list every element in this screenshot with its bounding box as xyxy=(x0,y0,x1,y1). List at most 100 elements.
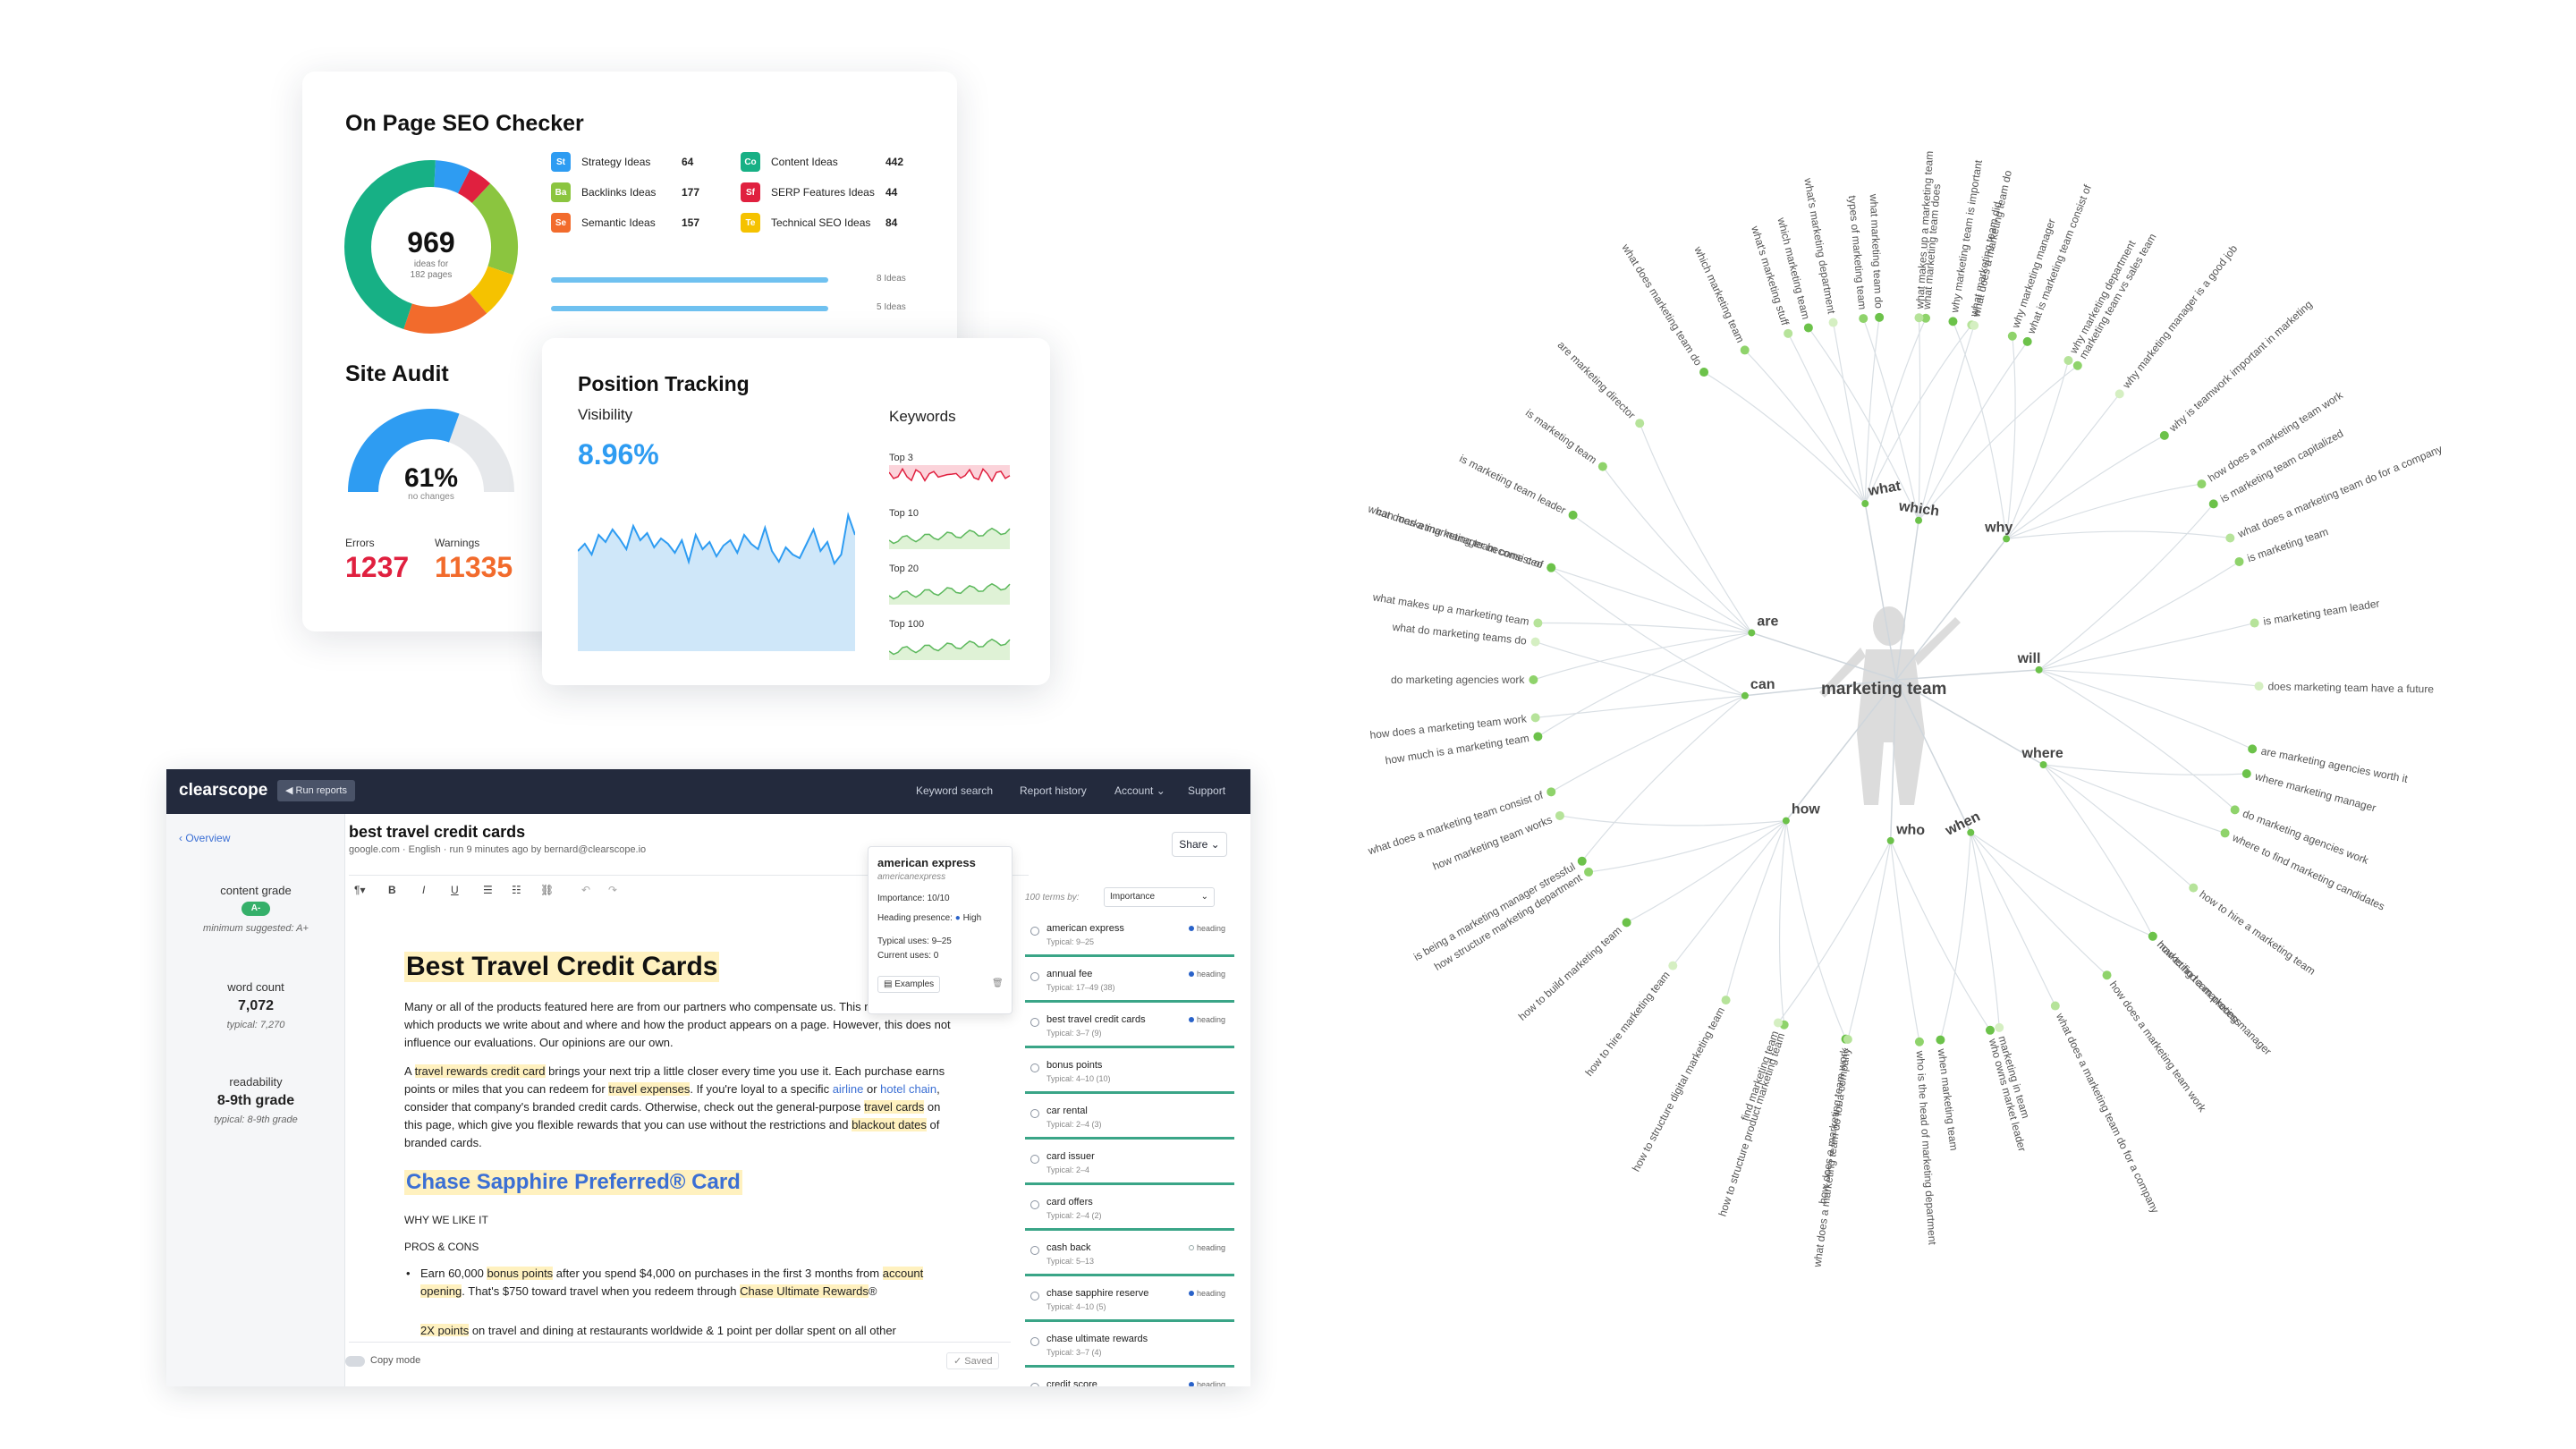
mind-map-leaf-edge xyxy=(1918,365,2079,521)
link-icon[interactable]: ⛓ xyxy=(540,884,555,896)
mind-map-leaf-label[interactable]: what does a marketing team do for a comp… xyxy=(2235,443,2445,541)
mind-map-leaf-label[interactable]: marketing team process xyxy=(2155,938,2244,1028)
share-button[interactable]: Share ⌄ xyxy=(1172,832,1227,857)
undo-icon[interactable]: ↶ xyxy=(581,884,591,896)
bullet-list-icon[interactable]: ☷ xyxy=(512,884,521,896)
term-row[interactable]: chase ultimate rewards Typical: 3–7 (4) xyxy=(1025,1326,1234,1368)
mind-map-leaf-label[interactable]: does marketing team have a future xyxy=(2267,680,2434,695)
nav-report-history[interactable]: Report history xyxy=(1020,784,1087,797)
mind-map-leaf-label[interactable]: marketing team vs sales team xyxy=(2077,232,2159,361)
mind-map-leaf-edge xyxy=(1725,820,1787,1001)
term-row[interactable]: american express Typical: 9–25 heading xyxy=(1025,916,1234,957)
idea-count: 157 xyxy=(682,216,700,229)
term-row[interactable]: credit score heading xyxy=(1025,1372,1234,1386)
redo-icon[interactable]: ↷ xyxy=(608,884,618,896)
why-we-like-it[interactable]: WHY WE LIKE IT xyxy=(404,1214,488,1226)
legend-strategy-ideas[interactable]: St Strategy Ideas 64 xyxy=(551,152,693,172)
pros-and-cons[interactable]: PROS & CONS xyxy=(404,1241,479,1253)
copy-mode-toggle[interactable] xyxy=(345,1356,365,1367)
document-list-item-2[interactable]: •2X points on travel and dining at resta… xyxy=(420,1322,957,1336)
dot-icon xyxy=(1188,1017,1194,1022)
term-row[interactable]: card offers Typical: 2–4 (2) xyxy=(1025,1190,1234,1231)
legend-serp-features-ideas[interactable]: Sf SERP Features Ideas 44 xyxy=(741,182,897,202)
paragraph-style-icon[interactable]: ¶▾ xyxy=(354,884,366,896)
bold-icon[interactable]: B xyxy=(388,884,396,896)
overview-link[interactable]: ‹ Overview xyxy=(179,832,230,844)
mind-map-leaf-label[interactable]: how structure marketing department xyxy=(1432,871,1585,973)
mind-map-leaf-label[interactable]: where marketing manager xyxy=(2253,770,2377,815)
legend-semantic-ideas[interactable]: Se Semantic Ideas 157 xyxy=(551,213,699,233)
mind-map-leaf-label[interactable]: what marketing team do xyxy=(1868,193,1885,309)
term-row[interactable]: chase sapphire reserve Typical: 4–10 (5) h… xyxy=(1025,1281,1234,1322)
term-name: american express xyxy=(1046,923,1124,934)
p2-text-a: A xyxy=(404,1064,415,1078)
mind-map-leaf-label[interactable]: what do marketing teams do xyxy=(1391,621,1528,648)
mind-map-leaf-label[interactable]: what does marketing team do xyxy=(1619,241,1705,368)
italic-icon[interactable]: I xyxy=(422,884,426,896)
mind-map-leaf-label[interactable]: how to build marketing team xyxy=(1516,924,1624,1023)
donut-total: 969 xyxy=(407,226,454,258)
mind-map-branch-label: can xyxy=(1750,677,1775,692)
document-heading-1[interactable]: Best Travel Credit Cards xyxy=(404,952,720,982)
mind-map-leaf-label[interactable]: do marketing agencies work xyxy=(1391,674,1525,686)
nav-support[interactable]: Support xyxy=(1188,784,1226,797)
mind-map-leaf-edge xyxy=(1970,832,2000,1028)
trash-icon[interactable]: 🗑 xyxy=(992,979,1004,988)
mind-map-leaf-label[interactable]: what does a marketing team consist of xyxy=(1366,789,1546,858)
legend-backlinks-ideas[interactable]: Ba Backlinks Ideas 177 xyxy=(551,182,699,202)
mind-map-leaf-label[interactable]: how to hire marketing team xyxy=(1583,969,1673,1079)
legend-content-ideas[interactable]: Co Content Ideas 442 xyxy=(741,152,903,172)
nav-keyword-search[interactable]: Keyword search xyxy=(916,784,994,797)
mind-map-leaf-label[interactable]: when marketing team xyxy=(1936,1047,1961,1152)
mind-map-leaf-edge xyxy=(1890,840,1920,1042)
mind-map-leaf-label[interactable]: is being a marketing manager stressful xyxy=(1411,860,1577,963)
document-paragraph-2[interactable]: A travel rewards credit card brings your… xyxy=(404,1063,959,1152)
mind-map-leaf-label[interactable]: who is the head of marketing department xyxy=(1914,1049,1939,1246)
mind-map-leaf-label[interactable]: do marketing agencies work xyxy=(2241,807,2370,867)
keyword-label-top-10: Top 10 xyxy=(889,508,919,519)
mind-map-leaf-label[interactable]: how to structure digital marketing team xyxy=(1630,1005,1727,1174)
ordered-list-icon[interactable]: ☰ xyxy=(483,884,493,896)
term-row[interactable]: annual fee Typical: 17–49 (38) heading xyxy=(1025,962,1234,1003)
document-list-item-1[interactable]: • Earn 60,000 bonus points after you spen… xyxy=(406,1265,957,1301)
mind-map-leaf-label[interactable]: which marketing team xyxy=(1691,243,1747,344)
mind-map-leaf-label[interactable]: types of marketing team xyxy=(1846,195,1869,310)
mind-map-leaf-label[interactable]: are marketing director xyxy=(1555,339,1638,421)
mind-map-leaf-label[interactable]: how to hire a marketing team xyxy=(2197,888,2318,978)
legend-technical-seo-ideas[interactable]: Te Technical SEO Ideas 84 xyxy=(741,213,897,233)
term-row[interactable]: best travel credit cards Typical: 3–7 (9)… xyxy=(1025,1007,1234,1048)
mind-map-leaf-edge xyxy=(1703,371,1866,504)
run-reports-button[interactable]: ◀ Run reports xyxy=(277,780,355,801)
mind-map-leaf-label[interactable]: is marketing team leader xyxy=(1457,452,1567,516)
mind-map-leaf-node xyxy=(1568,510,1578,520)
mind-map-leaf-node xyxy=(2230,805,2240,815)
popup-examples-button[interactable]: ▤ Examples xyxy=(877,976,941,993)
mind-map-leaf-label[interactable]: how does a marketing team work xyxy=(2107,979,2209,1114)
nav-account[interactable]: Account ⌄ xyxy=(1114,784,1165,797)
terms-sort-select[interactable]: Importance ⌄ xyxy=(1104,887,1215,907)
mind-map-leaf-label[interactable]: what does a marketing team do for a comp… xyxy=(1810,1047,1852,1268)
term-row[interactable]: card issuer Typical: 2–4 xyxy=(1025,1144,1234,1185)
mind-map-leaf-node xyxy=(1740,345,1750,355)
li2-term-2x-points: 2X points xyxy=(420,1324,470,1336)
underline-icon[interactable]: U xyxy=(451,884,459,896)
check-icon: ✓ xyxy=(953,1356,965,1367)
mind-map-leaf-label[interactable]: what does a marketing team do for a comp… xyxy=(2053,1011,2161,1216)
footer-divider xyxy=(349,1342,1011,1343)
mind-map-leaf-label[interactable]: is marketing team leader xyxy=(2262,597,2380,628)
mind-map-leaf-edge xyxy=(1785,820,1847,1039)
document-heading-2[interactable]: Chase Sapphire Preferred® Card xyxy=(404,1170,742,1195)
p2-link-hotel-chain[interactable]: hotel chain xyxy=(880,1082,937,1096)
document-paragraph-1[interactable]: Many or all of the products featured her… xyxy=(404,1000,951,1049)
mind-map-leaf-node xyxy=(1635,419,1645,428)
mind-map-leaf-label[interactable]: why is teamwork important in marketing xyxy=(2166,298,2315,435)
mind-map-leaf-label[interactable]: can marketing manager become ceo xyxy=(1375,505,1545,572)
term-row[interactable]: car rental Typical: 2–4 (3) xyxy=(1025,1098,1234,1140)
p2-link-airline[interactable]: airline xyxy=(832,1082,864,1096)
term-row[interactable]: bonus points Typical: 4–10 (10) xyxy=(1025,1053,1234,1094)
mind-map-leaf-label[interactable]: why marketing department xyxy=(2067,238,2139,357)
mind-map-leaf-label[interactable]: is marketing team xyxy=(1523,406,1599,466)
mind-map-leaf-edge xyxy=(1626,820,1787,923)
term-row[interactable]: cash back Typical: 5–13 heading xyxy=(1025,1235,1234,1276)
mind-map-leaf-label[interactable]: how to structure product marketing team xyxy=(1716,1031,1788,1218)
